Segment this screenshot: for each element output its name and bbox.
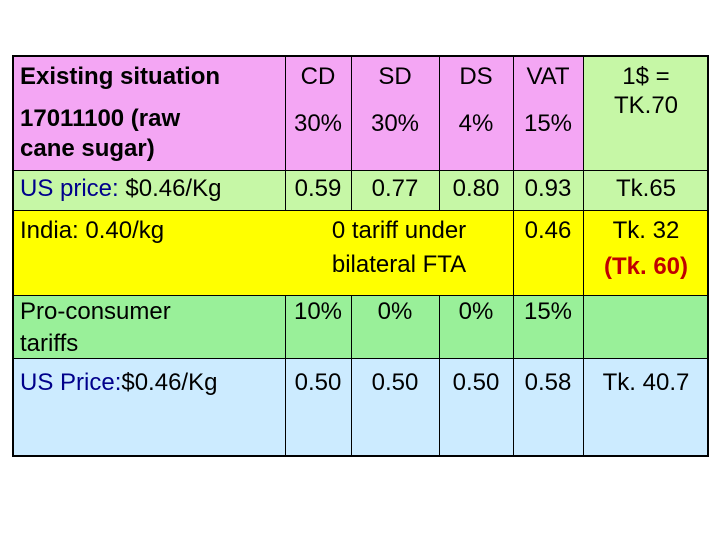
col-divider — [583, 57, 584, 455]
row-us-price-bg — [14, 170, 707, 210]
exchange-rate-line1: 1$ = — [622, 63, 670, 90]
exchange-rate-line2: TK.70 — [613, 92, 679, 119]
hs-code-label: 17011100 (raw — [20, 105, 181, 132]
new-us-sd-price: 0.50 — [371, 369, 419, 396]
pro-consumer-label-line2: tariffs — [20, 330, 79, 357]
new-us-vat-price: 0.58 — [524, 369, 572, 396]
cd-rate: 30% — [293, 110, 343, 137]
product-label: cane sugar) — [20, 135, 155, 162]
new-vat-rate: 15% — [523, 298, 573, 325]
us-price-label: US price: $0.46/Kg — [20, 175, 221, 203]
india-taka-price: Tk. 32 — [612, 217, 680, 244]
new-us-cd-price: 0.50 — [294, 369, 342, 396]
sd-rate: 30% — [370, 110, 420, 137]
cd-header: CD — [300, 63, 336, 90]
row-india-bg — [14, 210, 707, 295]
col-divider — [285, 295, 286, 455]
new-us-taka-price: Tk. 40.7 — [602, 369, 690, 396]
new-sd-rate: 0% — [377, 298, 413, 325]
sd-header: SD — [378, 63, 412, 90]
vat-header: VAT — [526, 63, 570, 90]
us-price-new-value: $0.46/Kg — [121, 369, 218, 396]
us-ds-price: 0.80 — [452, 175, 500, 202]
row-divider — [14, 358, 707, 359]
fta-note-line1: 0 tariff under — [331, 217, 467, 244]
ds-rate: 4% — [458, 110, 494, 137]
ds-header: DS — [459, 63, 493, 90]
us-vat-price: 0.93 — [524, 175, 572, 202]
india-vat-price: 0.46 — [524, 217, 572, 244]
col-divider — [439, 295, 440, 455]
existing-situation-label: Existing situation — [20, 63, 221, 90]
col-divider — [351, 57, 352, 210]
us-taka-price: Tk.65 — [615, 175, 677, 202]
us-cd-price: 0.59 — [294, 175, 342, 202]
us-price-new-label: US Price:$0.46/Kg — [20, 369, 217, 397]
india-price-label: India: 0.40/kg — [20, 217, 165, 244]
row-divider — [14, 170, 707, 171]
us-sd-price: 0.77 — [371, 175, 419, 202]
vat-rate: 15% — [523, 110, 573, 137]
fta-note-line2: bilateral FTA — [331, 251, 467, 278]
tariff-table: Existing situation 17011100 (raw cane su… — [12, 55, 709, 457]
us-price-value: $0.46/Kg — [125, 175, 222, 202]
col-divider — [285, 57, 286, 210]
row-divider — [14, 295, 707, 296]
us-price-new-prefix: US Price: — [20, 369, 122, 396]
new-us-ds-price: 0.50 — [452, 369, 500, 396]
col-divider — [439, 57, 440, 210]
new-cd-rate: 10% — [293, 298, 343, 325]
row-pro-consumer-bg — [14, 295, 707, 358]
pro-consumer-label-line1: Pro-consumer — [20, 298, 171, 325]
new-ds-rate: 0% — [458, 298, 494, 325]
row-us-price-new-bg — [14, 358, 707, 455]
col-divider — [351, 295, 352, 455]
row-divider — [14, 210, 707, 211]
india-taka-alt: (Tk. 60) — [603, 253, 689, 280]
rate-cell-bg — [583, 57, 707, 170]
us-price-prefix: US price: — [20, 175, 126, 202]
col-divider — [513, 57, 514, 455]
